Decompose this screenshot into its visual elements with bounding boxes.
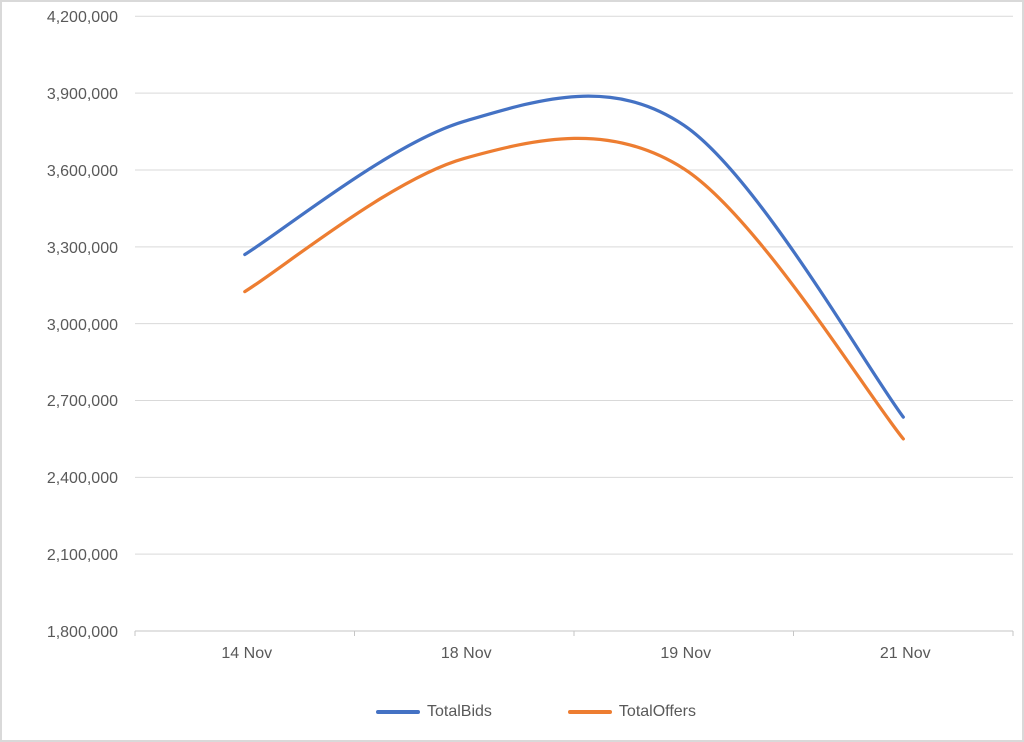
legend-item-totaloffers: TotalOffers	[567, 703, 696, 721]
x-axis-label: 14 Nov	[221, 645, 273, 662]
legend: TotalBids TotalOffers	[26, 703, 1022, 721]
series-line-totalbids	[243, 94, 905, 419]
y-axis-label: 3,000,000	[46, 316, 118, 334]
y-axis-label: 1,800,000	[46, 624, 118, 641]
y-axis-label: 2,400,000	[46, 470, 118, 488]
y-axis-label: 3,600,000	[46, 162, 118, 180]
legend-line-swatch-totalbids	[376, 710, 420, 714]
legend-label: TotalOffers	[618, 703, 696, 720]
legend-item-totalbids: TotalBids	[376, 703, 492, 721]
y-axis-label: 3,300,000	[46, 239, 118, 257]
y-axis-label: 3,900,000	[46, 86, 118, 104]
x-axis-label: 21 Nov	[879, 645, 931, 662]
y-axis-label: 2,700,000	[46, 393, 118, 411]
legend-line-swatch-totaloffers	[567, 710, 612, 714]
series-line-totaloffers	[243, 136, 905, 441]
x-axis-label: 18 Nov	[440, 645, 492, 662]
y-axis-label: 4,200,000	[46, 9, 118, 27]
x-axis-label: 19 Nov	[660, 645, 712, 662]
legend-label: TotalBids	[427, 703, 492, 720]
y-axis-label: 2,100,000	[46, 547, 118, 565]
